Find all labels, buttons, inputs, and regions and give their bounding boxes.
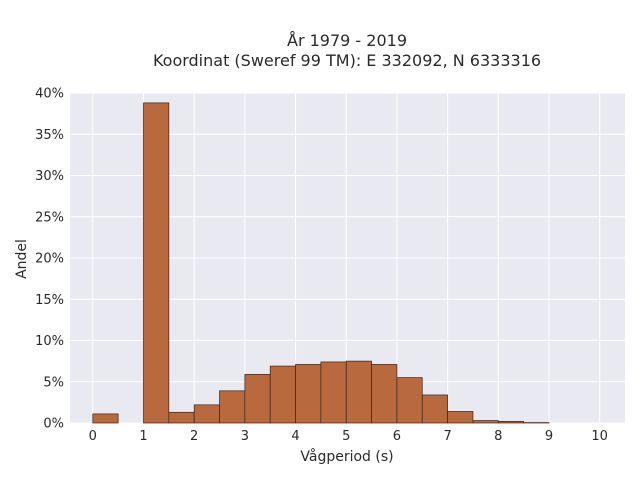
y-tick-label: 15% [35,293,64,308]
y-tick-label: 20% [35,252,64,267]
x-axis-ticks: 0 1 2 3 4 5 6 7 8 9 10 [89,429,608,444]
x-tick-label: 3 [241,429,249,444]
x-axis-label: Vågperiod (s) [300,448,393,465]
y-tick-label: 0% [43,417,64,432]
y-axis-ticks: 0% 5% 10% 15% 20% 25% 30% 35% 40% [35,87,64,432]
histogram-bar [421,394,448,424]
x-tick-label: 10 [591,429,608,444]
y-tick-label: 40% [35,87,64,102]
grid-lines [70,92,625,424]
bars [92,102,550,424]
histogram-bar [371,364,398,424]
x-tick-label: 1 [139,429,147,444]
x-tick-label: 9 [545,429,553,444]
x-tick-label: 8 [494,429,502,444]
histogram-bar [472,420,499,424]
x-tick-label: 6 [393,429,401,444]
histogram-bar [219,390,246,424]
x-tick-label: 4 [291,429,299,444]
chart-title: År 1979 - 2019 [287,31,407,50]
y-tick-label: 30% [35,169,64,184]
x-tick-label: 0 [89,429,97,444]
histogram-bar [143,102,170,424]
histogram-bar [168,411,195,424]
histogram-bar [295,364,322,424]
x-tick-label: 5 [342,429,350,444]
histogram-bar [497,421,524,424]
y-tick-label: 35% [35,128,64,143]
histogram-bar [345,360,372,424]
histogram-bar [269,365,296,424]
histogram-bar [447,411,474,424]
y-tick-label: 5% [43,375,64,390]
y-axis-label: Andel [14,239,30,279]
y-tick-label: 10% [35,334,64,349]
histogram-bar [92,413,119,424]
histogram-bar [244,373,271,424]
histogram-bar [320,361,347,424]
histogram-bar [193,404,220,424]
x-tick-label: 7 [443,429,451,444]
chart-subtitle: Koordinat (Sweref 99 TM): E 332092, N 63… [153,51,541,70]
y-tick-label: 25% [35,210,64,225]
x-tick-label: 2 [190,429,198,444]
histogram-bar [396,377,423,424]
